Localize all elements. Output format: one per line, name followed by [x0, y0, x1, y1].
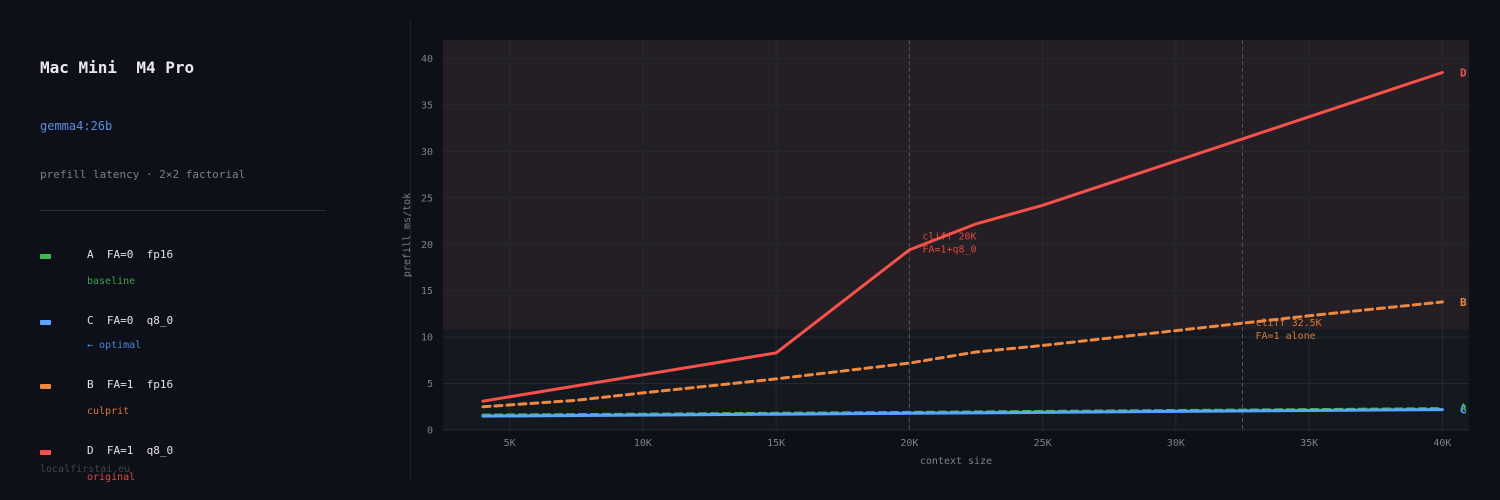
series-line-c — [481, 408, 1444, 418]
y-tick-label: 30 — [421, 147, 433, 158]
y-tick-label: 35 — [421, 101, 433, 112]
panel-divider — [40, 210, 326, 211]
x-tick-label: 10K — [634, 438, 652, 449]
y-tick-label: 10 — [421, 333, 433, 344]
legend-item-a: A FA=0 fp16 baseline — [40, 248, 340, 288]
info-panel: Mac Mini M4 Pro gemma4:26b prefill laten… — [0, 0, 410, 500]
series-line-d — [481, 71, 1444, 403]
legend-swatch-a — [40, 254, 51, 259]
footer-site: localfirstai.eu — [40, 464, 131, 475]
legend-note-b: culprit — [87, 406, 130, 417]
series-end-label-a: A — [1460, 402, 1467, 415]
panel-separator — [410, 20, 411, 481]
plot-background-upper — [443, 40, 1469, 330]
y-tick-label: 25 — [421, 193, 433, 204]
y-tick-label: 5 — [427, 379, 433, 390]
x-tick-label: 35K — [1300, 438, 1318, 449]
legend-note-d: original — [87, 472, 136, 483]
legend-label-c: C FA=0 q8_0 — [87, 314, 174, 327]
cliff-annotation: FA=1+q8_0 — [922, 245, 976, 256]
x-tick-label: 30K — [1167, 438, 1185, 449]
legend-swatch-c — [40, 320, 51, 325]
x-tick-label: 5K — [504, 438, 516, 449]
panel-title: Mac Mini M4 Pro — [40, 58, 195, 77]
x-tick-label: 15K — [767, 438, 785, 449]
series-end-label-c: C — [1460, 404, 1467, 417]
legend-swatch-d — [40, 450, 51, 455]
legend-label-d: D FA=1 q8_0 — [87, 444, 174, 457]
legend-item-d: D FA=1 q8_0 original — [40, 444, 340, 484]
legend-note-c: ← optimal — [87, 340, 142, 351]
cliff-annotation: FA=1 alone — [1255, 331, 1315, 342]
panel-subtitle: prefill latency · 2×2 factorial — [40, 168, 246, 181]
cliff-annotation: cliff 32.5K — [1255, 318, 1321, 329]
y-tick-label: 15 — [421, 286, 433, 297]
legend-swatch-b — [40, 384, 51, 389]
legend-label-a: A FA=0 fp16 — [87, 248, 174, 261]
x-axis-label: context size — [920, 456, 992, 467]
x-tick-label: 25K — [1034, 438, 1052, 449]
legend-item-c: C FA=0 q8_0 ← optimal — [40, 314, 340, 354]
model-name: gemma4:26b — [40, 119, 113, 133]
legend-note-a: baseline — [87, 276, 136, 287]
legend-label-b: B FA=1 fp16 — [87, 378, 174, 391]
x-tick-label: 40K — [1433, 438, 1451, 449]
series-end-label-b: B — [1460, 296, 1467, 309]
y-tick-label: 20 — [421, 240, 433, 251]
y-tick-label: 0 — [427, 426, 433, 437]
y-tick-label: 40 — [421, 54, 433, 65]
cliff-annotation: cliff 20K — [922, 232, 976, 243]
series-end-label-d: D — [1460, 67, 1467, 80]
y-axis-label: prefill ms/tok — [402, 193, 413, 277]
series-line-b — [481, 300, 1444, 409]
legend-item-b: B FA=1 fp16 culprit — [40, 378, 340, 418]
x-tick-label: 20K — [900, 438, 918, 449]
